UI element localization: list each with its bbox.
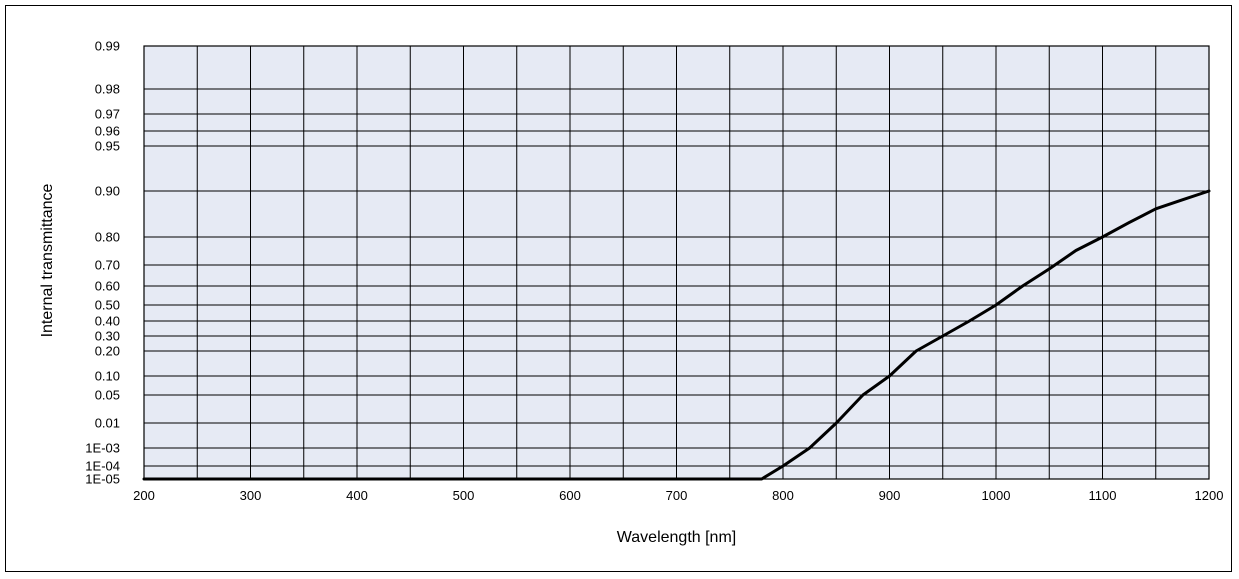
y-tick-label: 0.30 — [95, 329, 120, 344]
x-tick-label: 700 — [666, 488, 688, 503]
x-tick-label: 600 — [559, 488, 581, 503]
y-tick-labels: 0.99 0.98 0.97 0.960.95 0.90 0.80 0.70 0.60 0.50… — [85, 39, 120, 487]
x-tick-label: 300 — [240, 488, 262, 503]
y-tick-label: 0.20 — [95, 344, 120, 359]
x-tick-label: 500 — [453, 488, 475, 503]
series-group — [142, 189, 1211, 481]
y-tick-label: 1E-03 — [85, 441, 120, 456]
y-tick-label: 0.99 — [95, 39, 120, 54]
x-tick-label: 400 — [346, 488, 368, 503]
x-tick-label: 1200 — [1195, 488, 1224, 503]
y-tick-label: 0.40 — [95, 314, 120, 329]
y-tick-label: 0.97 — [95, 107, 120, 122]
y-tick-label: 0.10 — [95, 369, 120, 384]
y-tick-label: 0.80 — [95, 230, 120, 245]
transmittance-chart: 200 300 400 500 600 700 800 900 1000 1100 1200 0.9… — [39, 39, 1223, 547]
chart-frame: 200 300 400 500 600 700 800 900 1000 1100 1200 0.9… — [5, 5, 1232, 572]
y-tick-label: 1E-04 — [85, 459, 120, 474]
y-tick-label: 0.95 — [95, 139, 120, 154]
y-axis-title: Internal transmittance — [39, 183, 56, 337]
vertical-gridlines — [143, 46, 1210, 479]
x-tick-label: 800 — [772, 488, 794, 503]
y-tick-label: 0.50 — [95, 298, 120, 313]
x-tick-label: 1000 — [982, 488, 1011, 503]
y-tick-label: 0.70 — [95, 258, 120, 273]
y-tick-label: 0.98 — [95, 82, 120, 97]
x-tick-label: 200 — [133, 488, 155, 503]
y-tick-label: 0.96 — [95, 124, 120, 139]
y-tick-label: 0.01 — [95, 416, 120, 431]
y-tick-label: 0.05 — [95, 388, 120, 403]
x-axis-title: Wavelength [nm] — [617, 529, 736, 546]
x-tick-label: 900 — [879, 488, 901, 503]
horizontal-gridlines — [144, 45, 1209, 480]
y-tick-label: 0.90 — [95, 184, 120, 199]
series-line — [142, 189, 1211, 481]
y-tick-label: 1E-05 — [85, 472, 120, 487]
y-tick-label: 0.60 — [95, 279, 120, 294]
x-tick-label: 1100 — [1089, 488, 1117, 503]
x-tick-labels: 200 300 400 500 600 700 800 900 1000 1100 1200 — [133, 488, 1223, 503]
